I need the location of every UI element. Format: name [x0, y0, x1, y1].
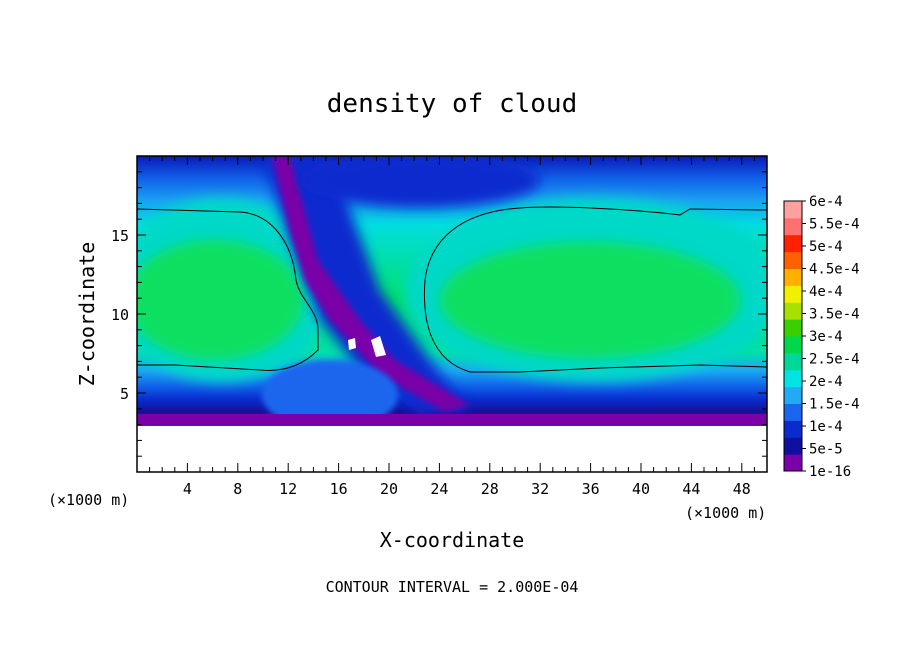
lower-white-area [137, 426, 767, 472]
colorbar-label: 1e-16 [809, 464, 851, 480]
base-purple-band [137, 414, 767, 426]
colorbar-swatch [784, 217, 802, 236]
updraft-blue [262, 156, 470, 415]
x-tick-label: 36 [582, 480, 600, 498]
colorbar-label: 5e-4 [809, 239, 843, 255]
colorbar-label: 1e-4 [809, 419, 843, 435]
x-tick-label: 40 [632, 480, 650, 498]
colorbar-label: 3e-4 [809, 329, 843, 345]
x-tick-label: 32 [531, 480, 549, 498]
white-gap-2 [348, 338, 356, 350]
colorbar-label: 4e-4 [809, 284, 843, 300]
colorbar-label: 2.5e-4 [809, 352, 860, 368]
contour-right [423, 206, 767, 373]
right-cell-core [440, 242, 740, 358]
x-axis-label: X-coordinate [380, 528, 525, 552]
colorbar-swatch [784, 437, 802, 455]
colorbar-swatch [784, 251, 802, 269]
colorbar-swatch [784, 302, 802, 320]
colorbar-swatch [784, 352, 802, 371]
white-gap-1 [371, 336, 386, 357]
y-tick-label: 10 [111, 306, 129, 324]
x-tick-label: 8 [233, 480, 242, 498]
x-tick-label: 12 [279, 480, 297, 498]
colorbar-label: 1.5e-4 [809, 397, 860, 413]
colorbar-swatch [784, 319, 802, 337]
colorbar-swatch [784, 454, 802, 472]
colorbar-swatch [784, 336, 802, 354]
colorbar-swatch [784, 234, 802, 253]
left-cell-core [137, 240, 303, 360]
x-unit-label-right: (×1000 m) [685, 504, 766, 522]
y-tick-label: 5 [120, 385, 129, 403]
y-ticks: 5 10 15 [111, 171, 767, 457]
colorbar: 1e-16 5e-5 1e-4 1.5e-4 2e-4 2.5e-4 3e-4 3.5e-4 4… [783, 194, 860, 480]
colorbar-label: 5.5e-4 [809, 217, 860, 233]
colorbar-label: 6e-4 [809, 194, 843, 210]
x-tick-label: 48 [733, 480, 751, 498]
y-tick-label: 15 [111, 227, 129, 245]
x-tick-label: 4 [183, 480, 192, 498]
contour-interval-footer: CONTOUR INTERVAL = 2.000E-04 [326, 578, 579, 596]
heatmap-field [137, 156, 767, 472]
lower-dome [262, 360, 398, 430]
upper-right-blue [300, 156, 540, 208]
colorbar-swatch [784, 420, 802, 438]
chart-title: density of cloud [327, 89, 577, 119]
x-ticks: 4 8 12 16 20 24 28 32 36 40 44 48 [149, 156, 755, 498]
colorbar-swatch [784, 403, 802, 421]
colorbar-swatch [784, 285, 802, 303]
x-tick-label: 20 [380, 480, 398, 498]
updraft-purple [272, 156, 470, 412]
colorbar-swatch [784, 201, 802, 219]
colorbar-label: 3.5e-4 [809, 307, 860, 323]
colorbar-label: 4.5e-4 [809, 262, 860, 278]
colorbar-label: 2e-4 [809, 374, 843, 390]
x-tick-label: 44 [682, 480, 700, 498]
x-tick-label: 16 [330, 480, 348, 498]
y-axis-label: Z-coordinate [75, 242, 99, 387]
x-tick-label: 24 [430, 480, 448, 498]
colorbar-swatch [784, 369, 802, 388]
x-tick-label: 28 [481, 480, 499, 498]
contour-left [137, 208, 319, 371]
colorbar-label: 5e-5 [809, 442, 843, 458]
colorbar-swatch [784, 386, 802, 404]
x-unit-label-left: (×1000 m) [48, 491, 129, 509]
colorbar-swatch [784, 268, 802, 286]
